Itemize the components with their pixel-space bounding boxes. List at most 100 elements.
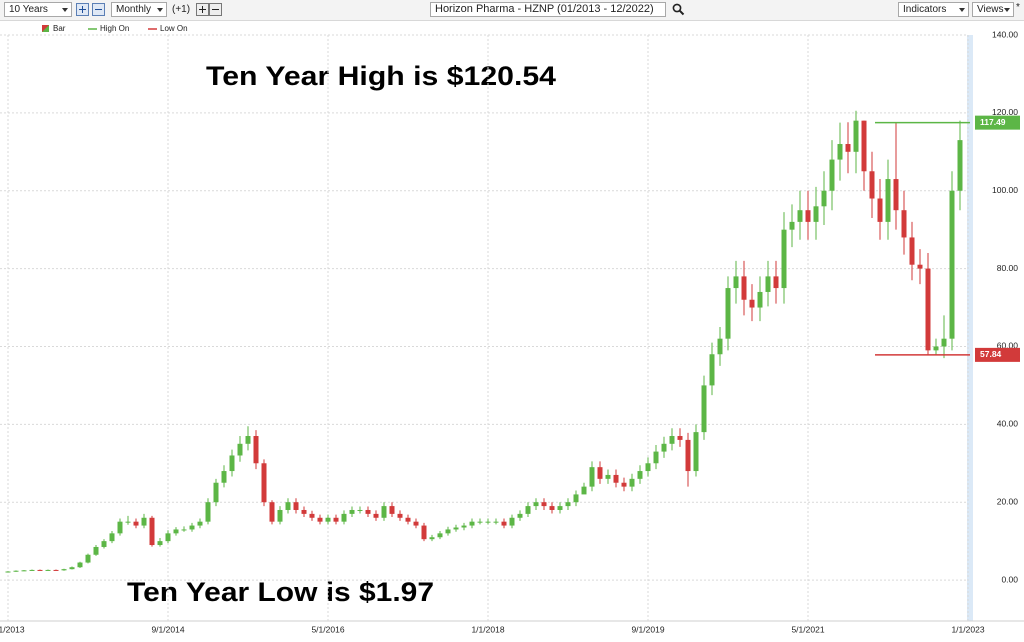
candle-body (853, 120, 859, 152)
candle-body (909, 237, 915, 265)
legend-label: Low On (160, 24, 188, 33)
candle-body (205, 502, 211, 522)
candle-body (485, 521, 491, 523)
candle-body (773, 276, 779, 289)
candle-body (429, 537, 435, 540)
candle-body (629, 478, 635, 487)
candle-body (397, 513, 403, 518)
candle-body (125, 521, 131, 523)
candle-body (189, 525, 195, 530)
zoom-in-button[interactable] (76, 3, 89, 16)
candle-body (213, 482, 219, 503)
candle-body (501, 521, 507, 526)
search-icon[interactable] (672, 3, 685, 16)
candle-body (541, 502, 547, 507)
candle-body (901, 210, 907, 238)
x-tick-label: 9/1/2014 (151, 624, 184, 634)
y-tick-label: 0.00 (1001, 574, 1018, 584)
reference-price-box (975, 115, 1020, 130)
candle-body (509, 517, 515, 526)
x-tick-label: 1/1/2018 (471, 624, 504, 634)
candle-body (373, 513, 379, 518)
views-pin: * (1016, 2, 1020, 13)
candle-body (285, 502, 291, 510)
x-tick-label: 1/1/2023 (951, 624, 984, 634)
candle-body (261, 463, 267, 503)
candle-body (525, 506, 531, 514)
candle-body (717, 338, 723, 355)
candle-body (861, 120, 867, 172)
candle-body (381, 506, 387, 518)
views-select[interactable]: Views (972, 2, 1014, 17)
candle-body (109, 533, 115, 542)
candle-body (421, 525, 427, 540)
candle-body (333, 517, 339, 522)
current-bar-highlight (967, 35, 973, 621)
candle-body (589, 467, 595, 487)
candle-body (117, 521, 123, 534)
x-tick-label: 9/1/2019 (631, 624, 664, 634)
candle-body (461, 525, 467, 528)
legend-label: High On (100, 24, 129, 33)
x-tick-label: 5/1/2021 (791, 624, 824, 634)
legend-label: Bar (53, 24, 66, 33)
candle-body (77, 562, 83, 568)
candle-body (725, 288, 731, 339)
candle-body (253, 436, 259, 464)
candle-body (821, 190, 827, 207)
candle-body (685, 439, 691, 472)
candle-body (757, 291, 763, 308)
candle-body (677, 436, 683, 440)
candle-body (165, 533, 171, 542)
candle-body (581, 486, 587, 495)
candle-body (709, 354, 715, 386)
interval-select[interactable]: Monthly (111, 2, 167, 17)
candle-body (45, 569, 51, 571)
range-select[interactable]: 10 Years (4, 2, 72, 17)
candle-body (357, 509, 363, 511)
candle-body (141, 517, 147, 526)
candle-body (437, 533, 443, 538)
candle-body (37, 569, 43, 571)
candle-body (749, 299, 755, 308)
y-tick-label: 120.00 (992, 107, 1018, 117)
candle-body (557, 506, 563, 510)
candle-body (405, 517, 411, 522)
candle-body (933, 346, 939, 351)
candle-body (61, 569, 67, 571)
candle-body (661, 443, 667, 452)
x-tick-label: 1/1/2013 (0, 624, 25, 634)
candle-body (885, 179, 891, 222)
zoom-out-button[interactable] (92, 3, 105, 16)
candle-body (149, 517, 155, 546)
toolbar: 10 Years Monthly (+1) Horizon Pharma - H… (0, 0, 1024, 21)
candle-body (157, 541, 163, 546)
y-tick-label: 40.00 (997, 419, 1019, 429)
offset-minus-button[interactable] (209, 3, 222, 16)
candle-body (85, 554, 91, 563)
candle-body (13, 570, 19, 572)
candle-body (245, 436, 251, 444)
candle-body (805, 210, 811, 222)
candle-body (173, 529, 179, 534)
reference-price-label: 57.84 (980, 349, 1002, 359)
reference-price-label: 117.49 (980, 117, 1006, 127)
candle-body (181, 529, 187, 531)
candle-body (469, 521, 475, 526)
candle-body (949, 190, 955, 339)
reference-price-box (975, 347, 1020, 362)
candle-body (29, 569, 35, 571)
indicators-select[interactable]: Indicators (898, 2, 969, 17)
candle-body (941, 338, 947, 347)
candle-body (365, 509, 371, 514)
offset-plus-button[interactable] (196, 3, 209, 16)
candle-body (221, 471, 227, 483)
symbol-field[interactable]: Horizon Pharma - HZNP (01/2013 - 12/2022… (430, 2, 666, 17)
candle-body (517, 513, 523, 518)
candle-body (621, 482, 627, 487)
candle-body (101, 541, 107, 547)
candle-body (669, 436, 675, 444)
candle-body (789, 221, 795, 230)
